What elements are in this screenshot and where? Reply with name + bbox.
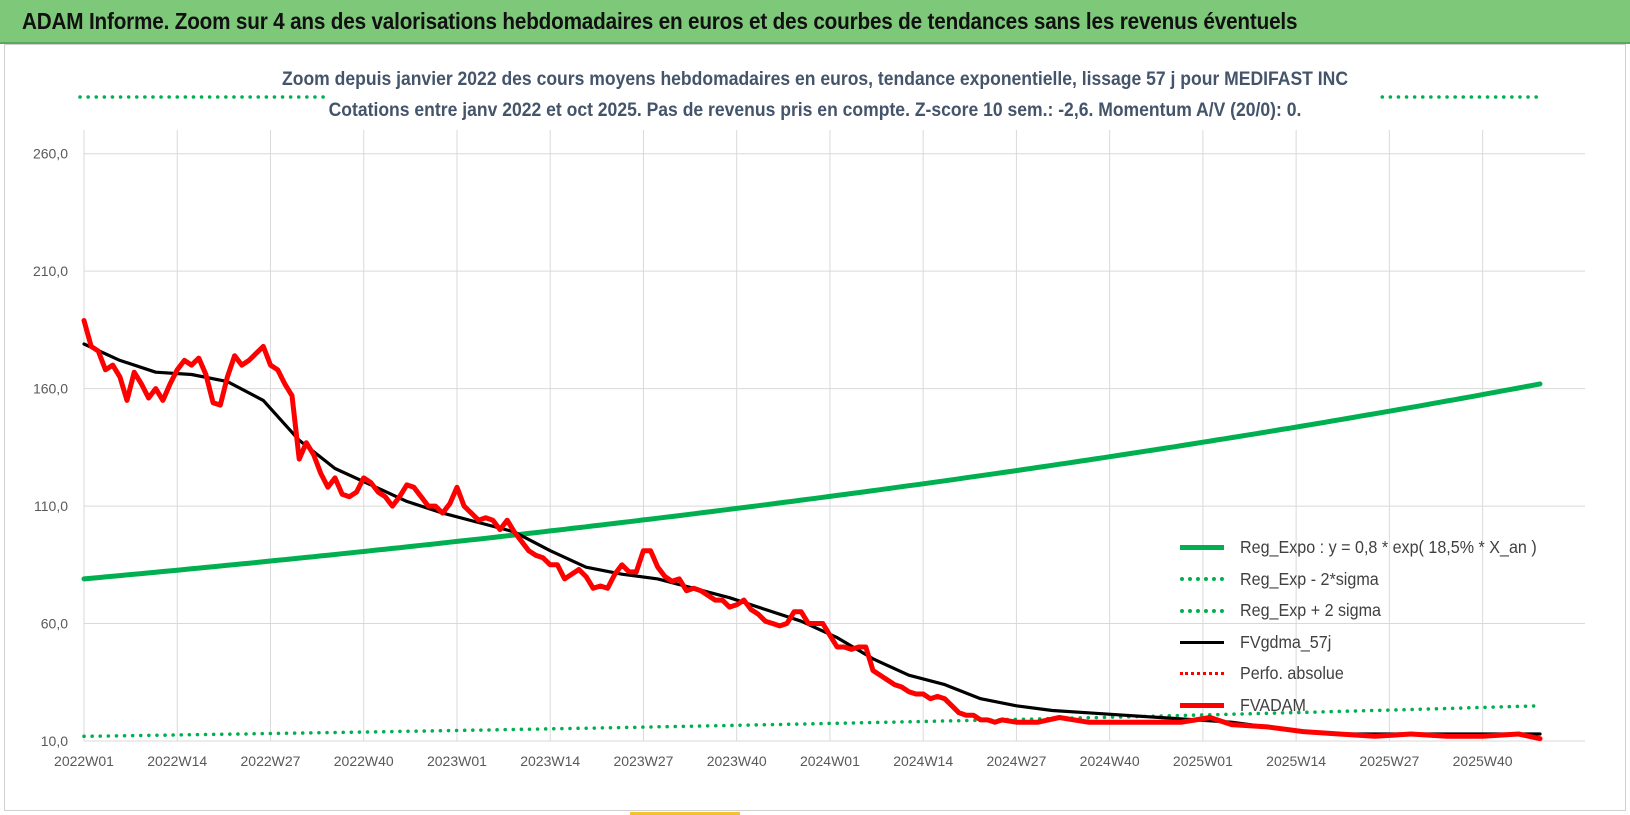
y-tick-label: 260,0 bbox=[33, 146, 68, 162]
legend-swatch-fvadam bbox=[1180, 702, 1224, 708]
x-tick-label: 2025W14 bbox=[1266, 753, 1326, 769]
legend-item-reg-expo: Reg_Expo : y = 0,8 * exp( 18,5% * X_an ) bbox=[1180, 532, 1620, 564]
legend-label: Reg_Exp + 2 sigma bbox=[1240, 600, 1381, 621]
x-tick-label: 2023W01 bbox=[427, 753, 487, 769]
series-line-reg-expo-y-0-8-exp-18-5-x-an bbox=[81, 381, 1543, 582]
banner-title: ADAM Informe. Zoom sur 4 ans des valoris… bbox=[22, 8, 1298, 34]
header-banner: ADAM Informe. Zoom sur 4 ans des valoris… bbox=[0, 0, 1630, 44]
legend-item-fvadam: FVADAM bbox=[1180, 690, 1620, 722]
series-line-reg-exp-2-sigma bbox=[82, 704, 1542, 739]
chart-title-line1: Zoom depuis janvier 2022 des cours moyen… bbox=[282, 68, 1348, 90]
legend-label: Perfo. absolue bbox=[1240, 663, 1344, 684]
x-tick-label: 2022W14 bbox=[147, 753, 207, 769]
x-tick-label: 2022W40 bbox=[334, 753, 394, 769]
legend-swatch-reg-exp-minus bbox=[1180, 577, 1224, 582]
x-tick-label: 2025W40 bbox=[1453, 753, 1513, 769]
x-tick-label: 2025W27 bbox=[1359, 753, 1419, 769]
gridlines bbox=[83, 130, 1585, 742]
x-tick-label: 2024W01 bbox=[800, 753, 860, 769]
x-tick-label: 2023W14 bbox=[520, 753, 580, 769]
legend-label: FVgdma_57j bbox=[1240, 631, 1332, 652]
legend-item-reg-exp-minus: Reg_Exp - 2*sigma bbox=[1180, 564, 1620, 596]
legend-item-fvgdma: FVgdma_57j bbox=[1180, 627, 1620, 659]
x-tick-label: 2022W01 bbox=[54, 753, 114, 769]
y-tick-label: 210,0 bbox=[33, 263, 68, 279]
series-layer bbox=[78, 95, 1546, 742]
legend-label: FVADAM bbox=[1240, 694, 1306, 715]
legend: Reg_Expo : y = 0,8 * exp( 18,5% * X_an )… bbox=[1180, 532, 1620, 721]
legend-swatch-reg-exp-plus bbox=[1180, 608, 1224, 613]
y-tick-label: 60,0 bbox=[41, 616, 68, 632]
axis-labels: 260,0 210,0 160,0 110,0 60,0 10,0 2022W01 2022W… bbox=[33, 146, 1513, 769]
legend-label: Reg_Exp - 2*sigma bbox=[1240, 568, 1379, 589]
chart-title: Zoom depuis janvier 2022 des cours moyen… bbox=[0, 64, 1630, 126]
legend-item-reg-exp-plus: Reg_Exp + 2 sigma bbox=[1180, 595, 1620, 627]
x-tick-label: 2025W01 bbox=[1173, 753, 1233, 769]
x-tick-label: 2024W27 bbox=[986, 753, 1046, 769]
chart-title-line2: Cotations entre janv 2022 et oct 2025. P… bbox=[328, 99, 1302, 121]
y-tick-label: 160,0 bbox=[33, 381, 68, 397]
y-tick-label: 10,0 bbox=[41, 733, 68, 749]
legend-swatch-perfo bbox=[1180, 672, 1224, 676]
x-tick-label: 2024W14 bbox=[893, 753, 953, 769]
legend-swatch-reg-expo bbox=[1180, 545, 1224, 551]
legend-swatch-fvgdma bbox=[1180, 640, 1224, 644]
legend-label: Reg_Expo : y = 0,8 * exp( 18,5% * X_an ) bbox=[1240, 537, 1537, 558]
x-tick-label: 2022W27 bbox=[241, 753, 301, 769]
series-line-fvadam bbox=[81, 318, 1543, 742]
x-tick-label: 2024W40 bbox=[1080, 753, 1140, 769]
bottom-accent-mark bbox=[630, 812, 740, 815]
y-tick-label: 110,0 bbox=[34, 498, 68, 514]
x-tick-label: 2023W27 bbox=[613, 753, 673, 769]
chart-border bbox=[4, 44, 1626, 811]
x-tick-label: 2023W40 bbox=[707, 753, 767, 769]
legend-item-perfo: Perfo. absolue bbox=[1180, 658, 1620, 690]
